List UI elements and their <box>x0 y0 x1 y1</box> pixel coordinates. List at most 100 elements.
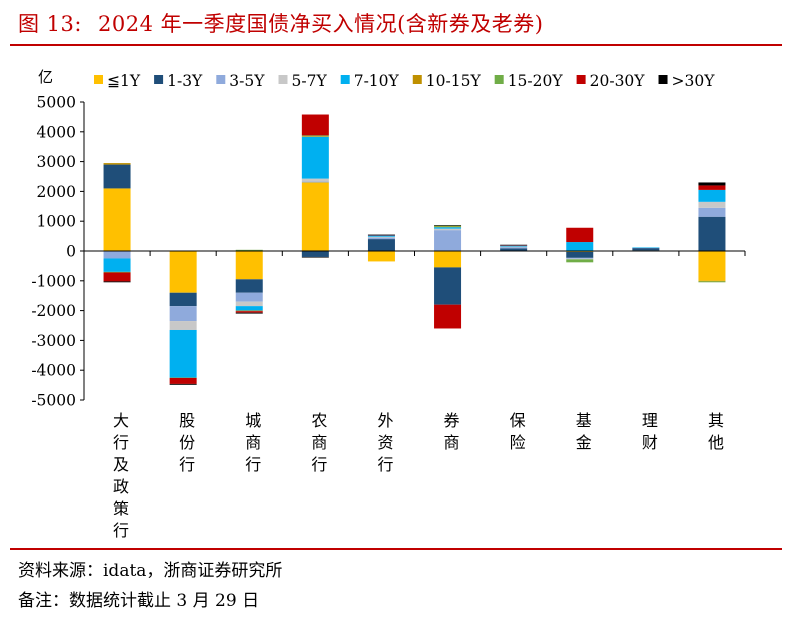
bar-segment-4-0 <box>367 251 395 262</box>
bar-segment-2-8 <box>235 312 263 314</box>
bar-segment-3-7 <box>301 114 329 136</box>
category-label-7: 基金 <box>576 411 592 452</box>
bar-segment-9-5 <box>698 280 726 282</box>
y-axis-unit: 亿 <box>38 68 53 86</box>
category-label-2: 城商行 <box>245 411 261 474</box>
y-tick-label-10: -5000 <box>31 392 76 410</box>
bar-segment-5-3 <box>434 228 462 231</box>
bar-segment-4-2 <box>367 237 395 240</box>
bar-segment-3-2 <box>301 181 329 183</box>
legend-label-2: 3-5Y <box>229 72 265 90</box>
legend-label-3: 5-7Y <box>292 72 328 90</box>
bar-segment-4-1 <box>367 239 395 251</box>
bar-segment-0-0 <box>103 188 131 251</box>
bar-segment-7-7 <box>566 227 594 243</box>
bar-segment-5-2 <box>434 230 462 251</box>
legend-swatch-7 <box>576 75 586 84</box>
footer-divider <box>10 548 782 550</box>
legend-swatch-2 <box>216 75 226 84</box>
bar-segment-0-1 <box>103 164 131 189</box>
legend-label-4: 7-10Y <box>354 72 400 90</box>
category-label-6: 保险 <box>510 411 526 452</box>
bar-segment-0-5 <box>103 163 131 165</box>
legend-label-8: >30Y <box>672 72 716 90</box>
bar-segment-9-8 <box>698 182 726 186</box>
bar-segment-1-7 <box>169 377 197 384</box>
bar-segment-9-0 <box>698 251 726 281</box>
bar-segment-6-7 <box>500 245 528 246</box>
bar-segment-2-5 <box>235 310 263 312</box>
bar-segment-1-3 <box>169 321 197 330</box>
bar-segment-2-6 <box>235 249 263 251</box>
y-tick-label-6: -1000 <box>31 272 76 290</box>
bar-segment-5-5 <box>434 226 462 228</box>
bar-segment-7-2 <box>566 257 594 259</box>
bar-segment-1-4 <box>169 329 197 378</box>
bar-segment-3-5 <box>301 136 329 137</box>
bar-segment-6-3 <box>500 246 528 248</box>
bar-segment-0-4 <box>103 258 131 272</box>
category-label-1: 股份行 <box>179 411 195 474</box>
category-label-4: 外资行 <box>377 411 393 474</box>
legend-label-6: 15-20Y <box>508 72 564 90</box>
legend-swatch-1 <box>154 75 164 84</box>
bar-segment-3-3 <box>301 178 329 182</box>
bar-segment-3-1 <box>301 251 329 257</box>
bar-segment-3-4 <box>301 136 329 179</box>
y-tick-label-8: -3000 <box>31 332 76 350</box>
bar-segment-5-7 <box>434 304 462 329</box>
legend-swatch-3 <box>278 75 288 84</box>
y-tick-label-9: -4000 <box>31 362 76 380</box>
bar-segment-5-6 <box>434 225 462 227</box>
bar-segment-5-8 <box>434 225 462 226</box>
y-tick-label-5: 0 <box>66 243 76 261</box>
bar-segment-0-6 <box>103 271 131 273</box>
bar-segment-4-7 <box>367 234 395 236</box>
legend-swatch-0 <box>94 75 103 84</box>
figure-title-text: 2024 年一季度国债净买入情况(含新券及老券) <box>97 12 544 36</box>
figure-title: 图 13: 2024 年一季度国债净买入情况(含新券及老券) <box>18 8 544 38</box>
bar-segment-3-6 <box>301 135 329 137</box>
legend-swatch-5 <box>412 75 422 84</box>
bar-segment-6-8 <box>500 244 528 246</box>
bar-segment-5-4 <box>434 227 462 229</box>
legend-label-0: ≦1Y <box>107 72 141 90</box>
bar-segment-2-2 <box>235 292 263 302</box>
bar-segment-1-0 <box>169 251 197 293</box>
bar-segment-7-4 <box>566 242 594 251</box>
bar-segment-2-3 <box>235 301 263 307</box>
bar-segment-9-6 <box>698 281 726 283</box>
category-label-3: 农商行 <box>311 411 327 474</box>
bar-segment-8-4 <box>632 247 660 248</box>
legend-label-7: 20-30Y <box>590 72 646 90</box>
legend-swatch-4 <box>340 75 350 84</box>
y-tick-label-0: 5000 <box>37 94 76 112</box>
figure-label: 图 13: <box>18 12 82 36</box>
bar-segment-1-2 <box>169 306 197 322</box>
bar-segment-3-8 <box>301 256 329 258</box>
bar-segment-6-1 <box>500 248 528 251</box>
bar-segment-9-2 <box>698 207 726 217</box>
bar-segment-5-1 <box>434 267 462 305</box>
bar-segment-0-7 <box>103 272 131 282</box>
bar-segment-9-3 <box>698 201 726 208</box>
title-divider <box>10 44 782 46</box>
remark-note: 备注：数据统计截止 3 月 29 日 <box>18 591 260 611</box>
y-tick-label-1: 4000 <box>37 123 76 141</box>
category-label-8: 理财 <box>642 411 658 452</box>
y-tick-label-3: 2000 <box>37 183 76 201</box>
bar-segment-9-4 <box>698 189 726 202</box>
bar-segment-9-1 <box>698 216 726 251</box>
bar-segment-6-4 <box>500 245 528 247</box>
category-label-0: 大行及政策行 <box>113 411 129 540</box>
bar-segment-4-4 <box>367 235 395 237</box>
bar-segment-8-1 <box>632 248 660 251</box>
bar-segment-6-2 <box>500 247 528 249</box>
bar-segment-0-8 <box>103 281 131 283</box>
bar-segment-2-7 <box>235 311 263 313</box>
bar-segment-7-6 <box>566 259 594 263</box>
bar-segment-7-3 <box>566 258 594 260</box>
bar-segment-0-2 <box>103 251 131 259</box>
y-tick-label-4: 1000 <box>37 213 76 231</box>
bar-segment-3-0 <box>301 182 329 251</box>
